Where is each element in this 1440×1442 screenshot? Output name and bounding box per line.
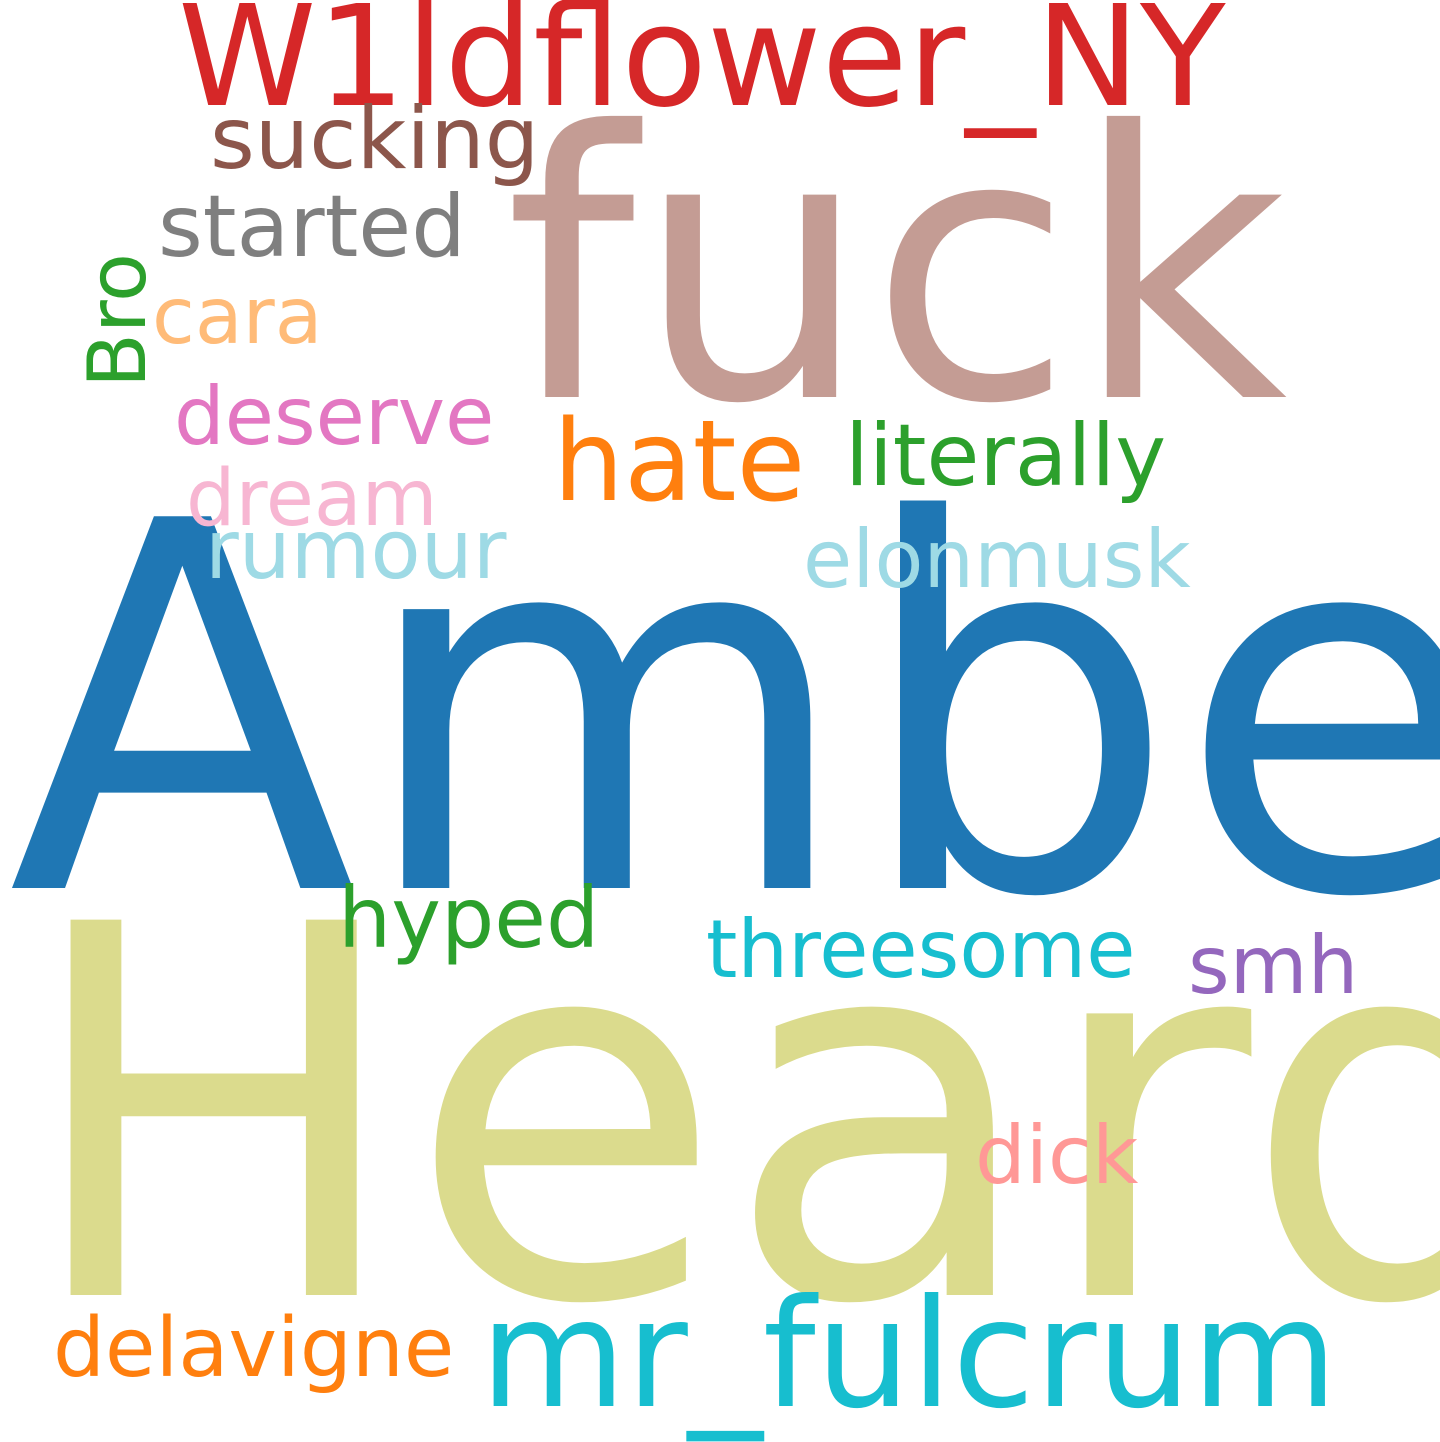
word-w1ldflower-ny: W1ldflower_NY: [178, 0, 1226, 139]
word-elonmusk: elonmusk: [803, 513, 1191, 606]
word-heard: Heard: [20, 818, 1440, 1417]
word-dream: dream: [186, 454, 438, 544]
word-cara: cara: [152, 272, 323, 362]
word-mr-fulcrum: mr_fulcrum: [480, 1268, 1338, 1442]
word-delavigne: delavigne: [53, 1301, 455, 1396]
word-hyped: hyped: [338, 869, 600, 967]
word-amber: Amber: [8, 416, 1440, 1009]
word-sucking: sucking: [210, 89, 540, 189]
word-bro: Bro: [71, 253, 164, 388]
word-fuck: fuck: [505, 55, 1288, 485]
word-dick: dick: [975, 1109, 1139, 1202]
word-smh: smh: [1188, 919, 1359, 1012]
word-literally: literally: [845, 406, 1167, 506]
word-deserve: deserve: [174, 370, 495, 463]
word-threesome: threesome: [706, 903, 1136, 996]
word-rumour: rumour: [205, 503, 507, 598]
word-started: started: [158, 177, 466, 277]
word-hate: hate: [553, 397, 806, 527]
